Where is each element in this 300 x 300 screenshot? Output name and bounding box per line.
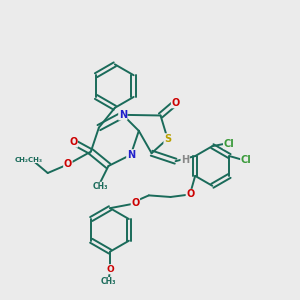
Text: H: H [181,154,189,165]
Text: S: S [164,134,171,144]
Text: CH₃: CH₃ [101,278,116,286]
Text: O: O [64,159,72,170]
Text: O: O [186,189,194,200]
Text: CH₂CH₃: CH₂CH₃ [15,157,43,163]
Text: Cl: Cl [224,139,234,148]
Text: Cl: Cl [241,155,251,165]
Text: O: O [106,265,114,274]
Text: O: O [131,198,140,208]
Text: O: O [171,98,180,108]
Text: CH₃: CH₃ [93,182,108,191]
Text: N: N [119,110,127,120]
Text: O: O [69,137,77,147]
Text: N: N [127,150,135,160]
